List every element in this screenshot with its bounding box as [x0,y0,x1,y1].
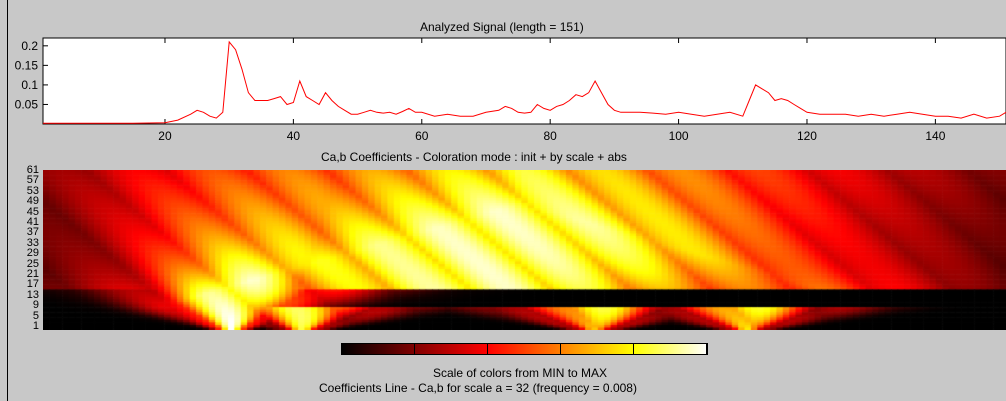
y-tick-label: 0.2 [21,39,38,53]
heatmap-y-tick-label: 17 [26,278,39,291]
x-tick-label: 100 [669,129,689,143]
heatmap-y-tick-label: 1 [32,320,39,332]
x-tick-label: 80 [544,129,558,143]
coefficients-heatmap-image [43,170,1006,330]
heatmap-y-tick-label: 57 [26,174,39,187]
x-tick-label: 40 [287,129,301,143]
heatmap-y-tick-label: 45 [26,205,39,218]
colorbar-tick [560,344,561,355]
heatmap-y-tick-label: 9 [32,299,39,312]
signal-plot-area [42,37,1006,125]
heatmap-y-tick-label: 61 [26,164,39,176]
colorbar-tick [414,344,415,355]
y-tick-label: 0.15 [15,58,39,72]
signal-plot-title: Analyzed Signal (length = 151) [420,20,584,34]
x-tick-label: 20 [158,129,172,143]
heatmap-y-tick-label: 25 [26,257,39,270]
heatmap-y-tick-label: 49 [26,195,39,208]
heatmap-y-tick-label: 29 [26,247,39,260]
heatmap-y-tick-label: 53 [26,184,39,197]
colorbar [341,343,708,355]
signal-series-line [43,40,1006,124]
colorbar-label: Scale of colors from MIN to MAX [433,366,608,380]
heatmap-y-tick-label: 41 [26,216,39,228]
y-tick-label: 0.1 [21,78,38,92]
heatmap-y-tick-label: 37 [26,226,39,239]
x-tick-label: 60 [415,129,429,143]
x-tick-label: 140 [925,129,945,143]
colorbar-tick [633,344,634,355]
window-left-border [7,0,8,401]
colorbar-tick [706,344,707,355]
y-tick-label: 0.05 [15,97,39,111]
heatmap-title: Ca,b Coefficients - Coloration mode : in… [321,150,627,164]
heatmap-y-tick-label: 13 [26,288,39,301]
heatmap-y-tick-label: 33 [26,236,39,249]
colorbar-tick [487,344,488,355]
heatmap-y-tick-label: 21 [26,268,39,280]
coefficients-heatmap [43,170,1006,330]
x-tick-label: 120 [797,129,817,143]
coefficients-line-label: Coefficients Line - Ca,b for scale a = 3… [319,381,637,395]
heatmap-y-tick-label: 5 [32,309,39,322]
signal-plot: 20 40 60 80 100 120 140 0.05 0.1 0.15 0.2 [15,37,1006,143]
